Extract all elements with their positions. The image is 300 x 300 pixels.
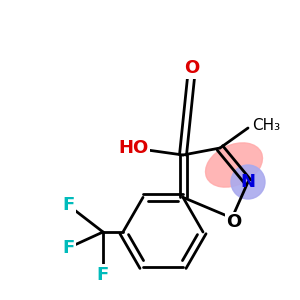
Text: F: F bbox=[97, 266, 109, 284]
Text: HO: HO bbox=[118, 139, 148, 157]
Text: F: F bbox=[62, 239, 74, 257]
Text: CH₃: CH₃ bbox=[252, 118, 280, 134]
Text: F: F bbox=[62, 196, 74, 214]
Text: O: O bbox=[226, 213, 242, 231]
Text: O: O bbox=[227, 214, 241, 232]
Circle shape bbox=[231, 165, 265, 199]
Text: O: O bbox=[184, 59, 200, 77]
Ellipse shape bbox=[206, 143, 262, 187]
Text: N: N bbox=[241, 173, 256, 191]
